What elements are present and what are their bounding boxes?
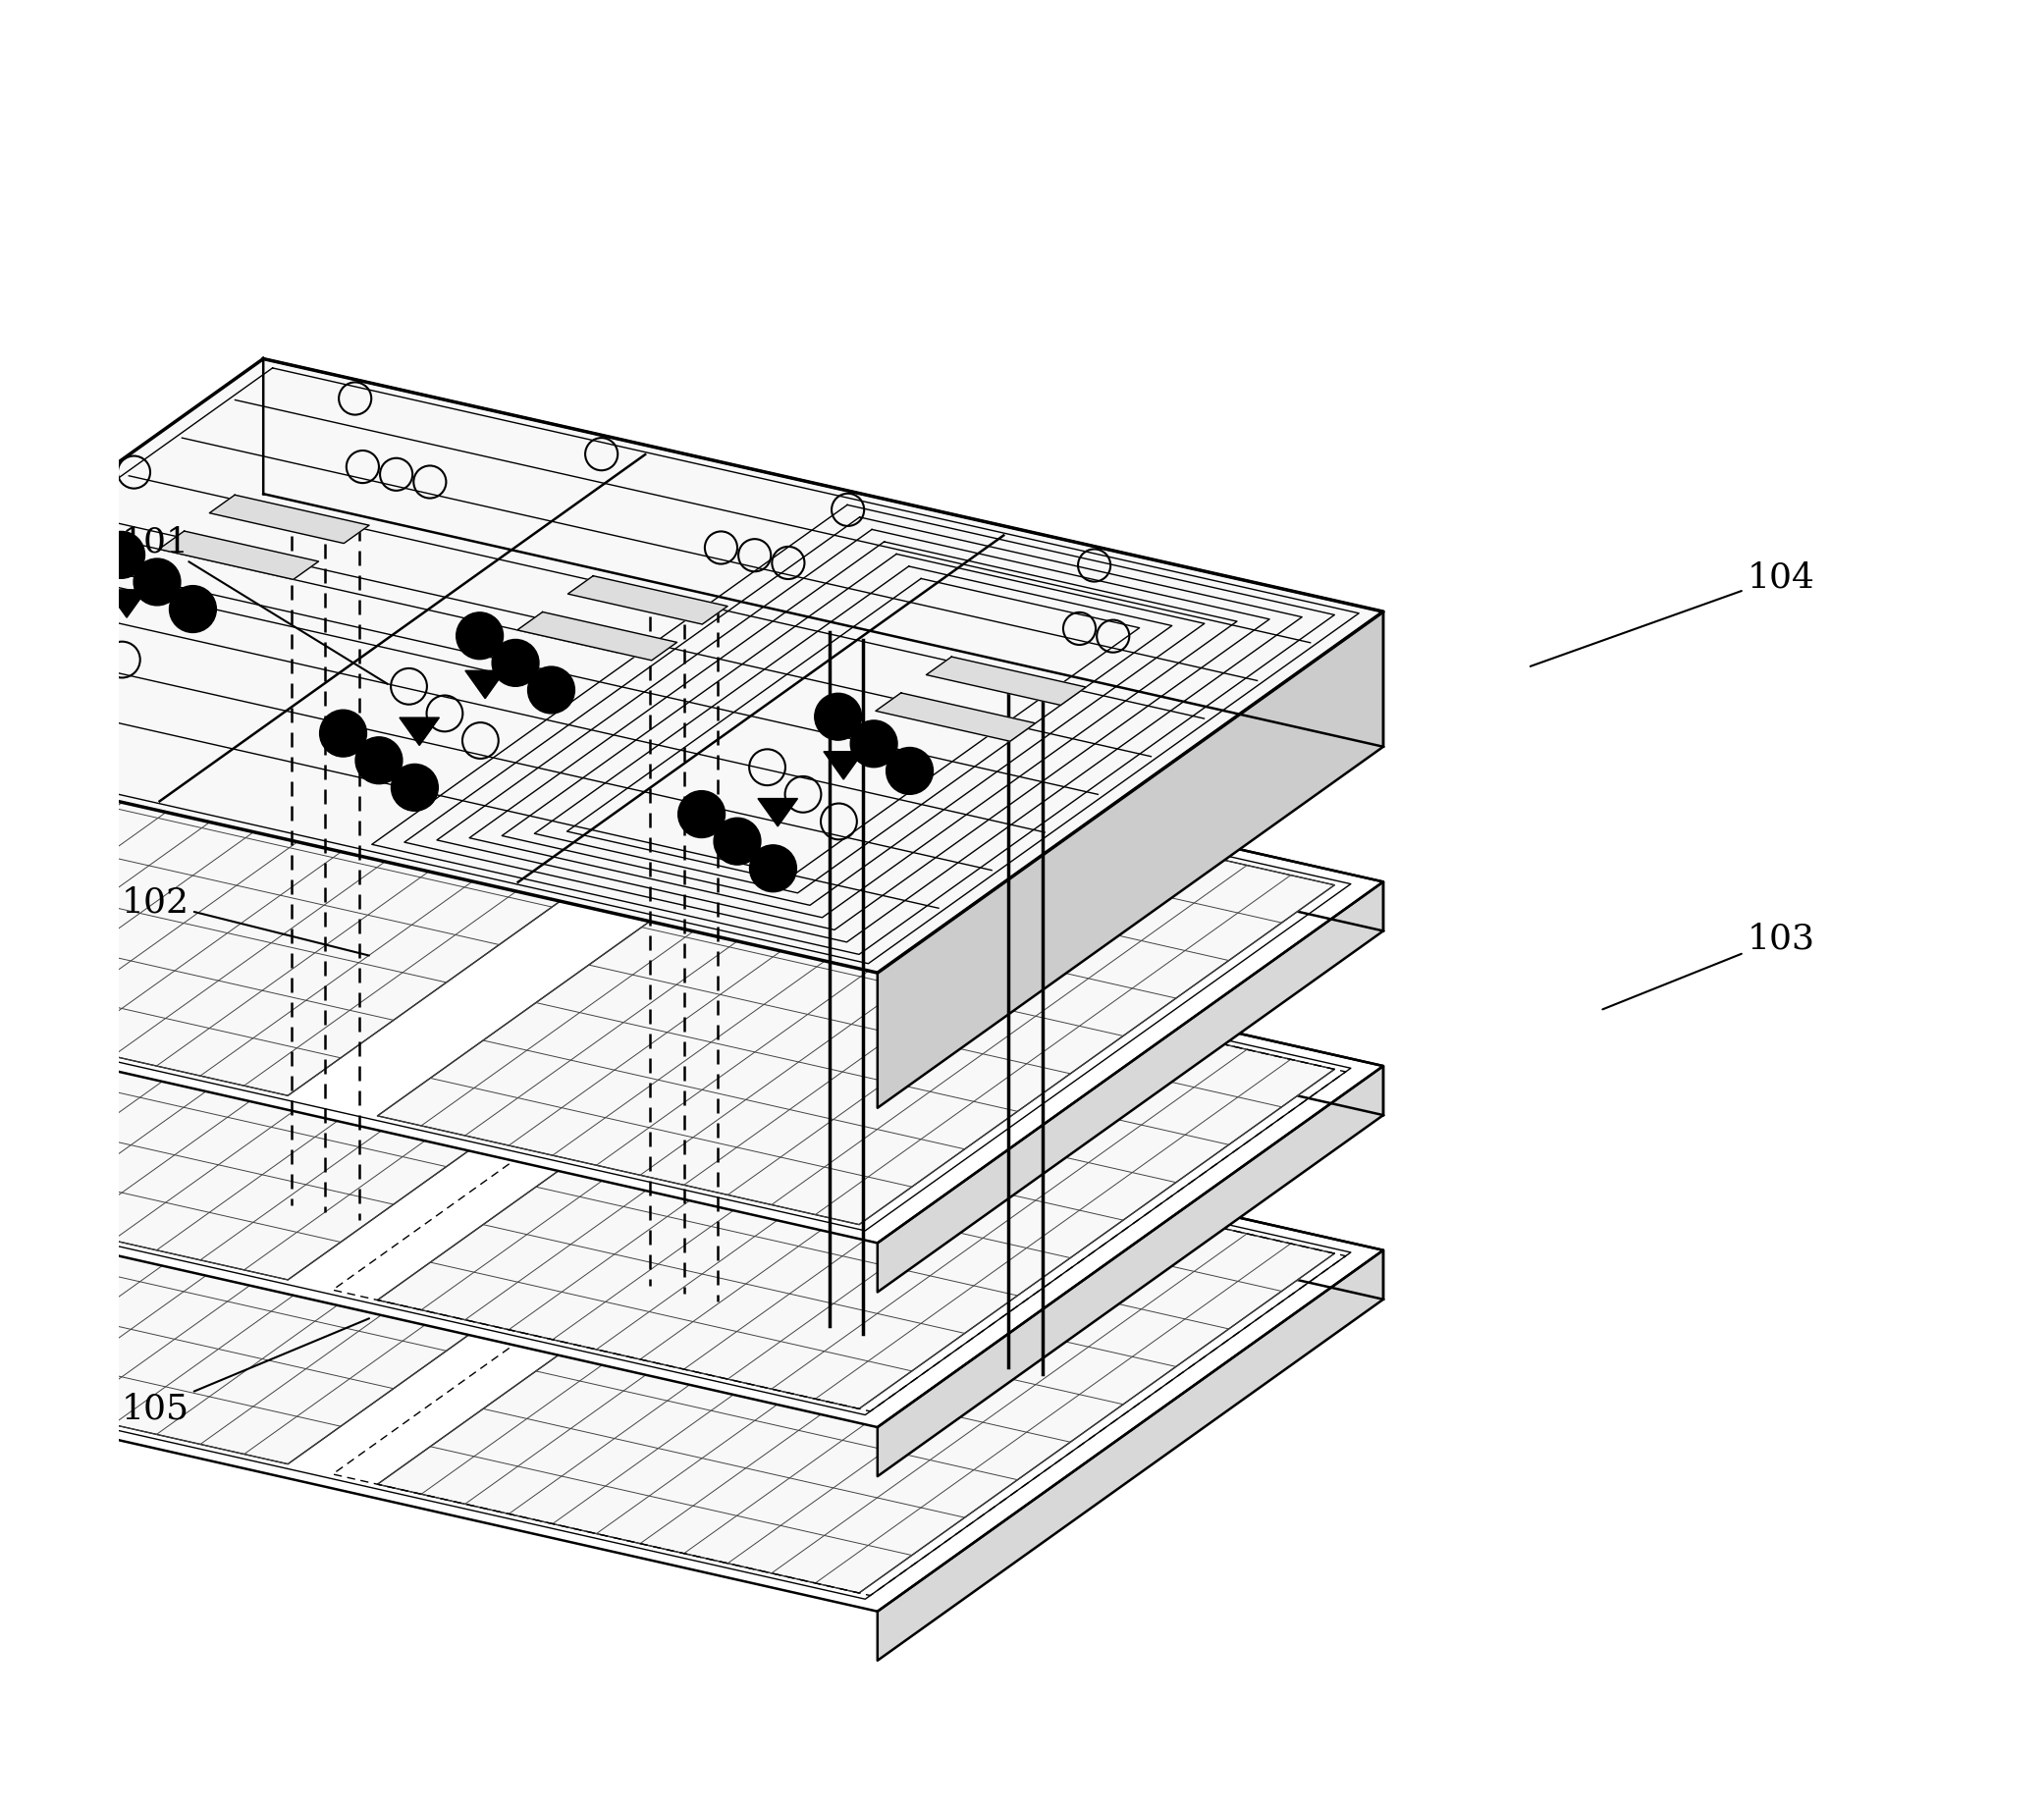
Text: 102: 102 (121, 886, 370, 957)
Polygon shape (877, 1251, 1384, 1661)
Polygon shape (264, 814, 1384, 1115)
Polygon shape (264, 359, 1384, 747)
Circle shape (98, 532, 145, 579)
Polygon shape (877, 1067, 1384, 1476)
Circle shape (456, 614, 503, 661)
Polygon shape (568, 576, 728, 625)
Polygon shape (264, 630, 1384, 931)
Circle shape (750, 845, 797, 892)
Polygon shape (264, 998, 1384, 1300)
Circle shape (170, 587, 217, 634)
Circle shape (356, 738, 403, 785)
Polygon shape (159, 532, 319, 579)
Polygon shape (106, 590, 147, 617)
Text: 103: 103 (1602, 922, 1815, 1009)
Circle shape (0, 630, 8, 677)
Polygon shape (877, 883, 1384, 1292)
Circle shape (887, 747, 934, 794)
Polygon shape (41, 637, 82, 666)
Circle shape (390, 765, 437, 812)
Polygon shape (875, 693, 1036, 742)
Polygon shape (0, 1016, 762, 1464)
Polygon shape (877, 612, 1384, 1108)
Circle shape (319, 711, 366, 758)
Polygon shape (466, 671, 505, 699)
Circle shape (33, 684, 80, 731)
Polygon shape (0, 998, 1384, 1612)
Circle shape (493, 641, 540, 688)
Polygon shape (378, 1144, 1335, 1594)
Circle shape (850, 720, 897, 767)
Polygon shape (0, 359, 1384, 973)
Circle shape (679, 791, 726, 838)
Polygon shape (399, 718, 439, 745)
Polygon shape (824, 753, 863, 780)
Polygon shape (378, 960, 1335, 1410)
Polygon shape (0, 814, 1384, 1428)
Polygon shape (378, 776, 1335, 1226)
Circle shape (527, 668, 574, 715)
Polygon shape (208, 496, 370, 543)
Polygon shape (0, 648, 762, 1096)
Polygon shape (758, 800, 797, 827)
Polygon shape (0, 630, 1384, 1244)
Polygon shape (517, 612, 677, 661)
Circle shape (0, 657, 45, 704)
Polygon shape (926, 657, 1085, 706)
Text: 101: 101 (121, 525, 388, 684)
Circle shape (713, 818, 760, 865)
Circle shape (816, 693, 863, 740)
Text: 105: 105 (121, 1319, 370, 1424)
Text: 104: 104 (1531, 561, 1815, 666)
Circle shape (133, 560, 180, 606)
Polygon shape (0, 832, 762, 1280)
